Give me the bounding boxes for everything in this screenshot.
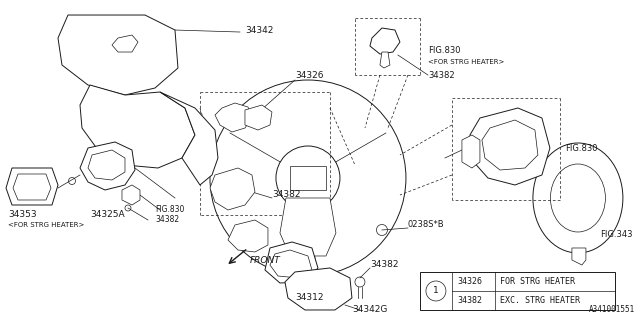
Text: 34326: 34326 <box>295 70 323 79</box>
Polygon shape <box>380 52 390 68</box>
Text: FIG.830: FIG.830 <box>155 205 184 214</box>
Text: <FOR STRG HEATER>: <FOR STRG HEATER> <box>8 222 84 228</box>
Text: 34342: 34342 <box>245 26 273 35</box>
Polygon shape <box>285 268 352 310</box>
Text: 34382: 34382 <box>272 190 300 199</box>
Polygon shape <box>6 168 58 205</box>
Polygon shape <box>122 185 140 205</box>
Polygon shape <box>80 85 195 168</box>
Text: FIG.343: FIG.343 <box>600 230 632 239</box>
Polygon shape <box>210 168 255 210</box>
Text: 34382: 34382 <box>370 260 399 269</box>
Bar <box>420 272 615 310</box>
Polygon shape <box>290 166 326 190</box>
Polygon shape <box>80 142 135 190</box>
Polygon shape <box>215 103 252 132</box>
Polygon shape <box>280 198 336 256</box>
Polygon shape <box>572 248 586 265</box>
Text: 34325A: 34325A <box>90 211 125 220</box>
Polygon shape <box>482 120 538 170</box>
Text: FOR STRG HEATER: FOR STRG HEATER <box>500 277 575 286</box>
Polygon shape <box>470 108 550 185</box>
Polygon shape <box>160 92 218 185</box>
Text: 1: 1 <box>433 286 439 295</box>
Text: 34382: 34382 <box>428 70 454 79</box>
Text: FIG.830: FIG.830 <box>565 143 597 153</box>
Text: 34342G: 34342G <box>352 306 387 315</box>
Polygon shape <box>265 242 318 283</box>
Text: A341001551: A341001551 <box>589 305 635 314</box>
Text: 0238S*B: 0238S*B <box>408 220 445 229</box>
Text: 34326: 34326 <box>457 277 482 286</box>
Text: 34353: 34353 <box>8 211 36 220</box>
Polygon shape <box>370 28 400 54</box>
Polygon shape <box>245 105 272 130</box>
Text: 34382: 34382 <box>155 215 179 225</box>
Text: FRONT: FRONT <box>250 256 281 265</box>
Text: 34382: 34382 <box>457 296 482 305</box>
Polygon shape <box>58 15 178 95</box>
Text: FIG.830: FIG.830 <box>428 45 460 54</box>
Polygon shape <box>270 250 312 278</box>
Polygon shape <box>13 174 51 200</box>
Text: <FOR STRG HEATER>: <FOR STRG HEATER> <box>428 59 504 65</box>
Polygon shape <box>88 150 125 180</box>
Text: EXC. STRG HEATER: EXC. STRG HEATER <box>500 296 580 305</box>
Polygon shape <box>112 35 138 52</box>
Polygon shape <box>462 135 480 168</box>
Polygon shape <box>228 220 268 252</box>
Text: 34312: 34312 <box>295 293 323 302</box>
